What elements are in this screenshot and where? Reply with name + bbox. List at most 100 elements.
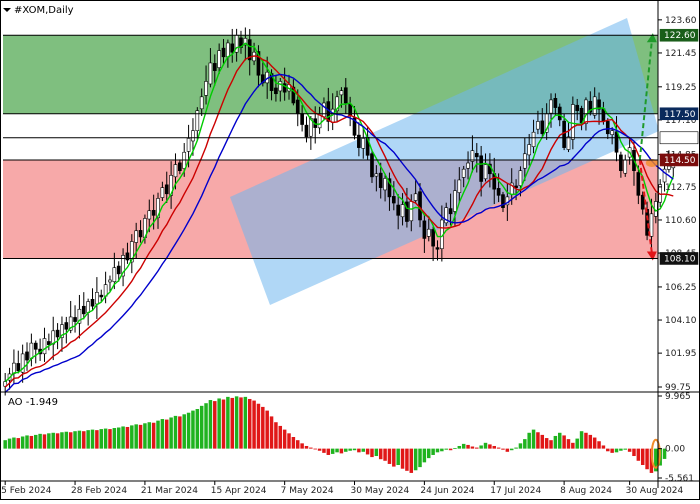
y-tick-label: 121.45	[665, 49, 697, 59]
ao-bar	[461, 443, 466, 449]
candle-body	[16, 363, 21, 372]
candle-body	[125, 252, 130, 261]
ao-bar	[282, 429, 287, 449]
ao-bar	[77, 430, 82, 449]
candle-body	[391, 196, 396, 204]
candle-body	[73, 317, 77, 322]
ao-bar	[440, 448, 444, 452]
ao-tick-label: -5.561	[665, 474, 694, 484]
candle-body	[247, 39, 252, 61]
candle-body	[522, 153, 527, 169]
ao-bar	[47, 433, 51, 449]
candle-body	[295, 99, 300, 115]
ao-bar	[143, 423, 147, 449]
candle-body	[527, 144, 532, 156]
x-tick-label: 7 May 2024	[281, 486, 334, 496]
ao-bar	[130, 425, 134, 449]
ao-bar	[654, 448, 658, 472]
ao-bar	[108, 429, 112, 449]
ao-bar	[34, 434, 38, 449]
ao-bar	[645, 448, 649, 470]
y-tick-label: 104.10	[665, 316, 697, 326]
candle-body	[413, 193, 418, 201]
ao-bar	[623, 448, 627, 450]
ao-bar	[466, 444, 470, 449]
level-label-115.94: 115.94	[664, 134, 696, 144]
candle-body	[400, 204, 405, 218]
ao-bar	[199, 405, 204, 449]
symbol-menu-icon[interactable]	[3, 8, 11, 12]
candle-body	[291, 86, 296, 104]
ao-bar	[553, 435, 558, 449]
ao-bar	[387, 448, 392, 464]
ao-bar	[601, 445, 606, 449]
x-tick-label: 5 Feb 2024	[1, 486, 52, 496]
candle-body	[77, 308, 82, 324]
candle-body	[640, 194, 645, 210]
ao-bar	[99, 429, 103, 449]
candle-body	[553, 98, 558, 108]
ao-bar	[475, 447, 479, 449]
ao-bar	[125, 426, 130, 449]
ao-bar	[300, 443, 304, 449]
candle-body	[461, 168, 466, 178]
ao-bar	[527, 432, 531, 449]
ao-bar	[217, 398, 221, 449]
candle-body	[230, 43, 235, 53]
ao-bar	[20, 436, 25, 449]
ao-bar	[252, 400, 256, 449]
candle-body	[496, 188, 501, 196]
x-tick-label: 24 Jun 2024	[420, 486, 474, 496]
ao-bar	[606, 448, 610, 452]
ao-bar	[566, 439, 571, 449]
ma_fast-line	[4, 42, 674, 383]
candle-body	[269, 73, 274, 91]
candle-body	[448, 208, 453, 215]
candle-body	[352, 117, 357, 136]
current-price-marker	[645, 158, 658, 167]
candle-body	[64, 322, 69, 330]
candle-body	[33, 342, 38, 350]
ao-bar	[571, 442, 575, 449]
ao-bar	[365, 448, 370, 455]
x-tick-label: 17 Jul 2024	[490, 486, 541, 496]
ma_slow-line	[4, 73, 674, 393]
ao-bar	[361, 448, 365, 452]
ao-bar	[335, 448, 339, 453]
ao-bar	[151, 422, 156, 449]
candle-body	[147, 210, 152, 220]
candle-body	[282, 83, 287, 93]
ao-bar	[357, 448, 361, 453]
ao-bar	[492, 445, 496, 449]
y-tick-label: 112.75	[665, 183, 697, 193]
ao-bar	[60, 432, 64, 449]
candle-body	[29, 342, 34, 359]
ao-bar	[68, 432, 73, 449]
ao-bar	[536, 432, 540, 449]
candle-body	[575, 104, 580, 111]
ao-bar	[173, 415, 178, 449]
ao-bar	[147, 422, 152, 449]
ao-bar	[444, 448, 448, 450]
level-tag-117.50	[659, 107, 699, 121]
ao-bar	[448, 448, 453, 451]
candle-body	[86, 301, 90, 313]
candle-body	[374, 173, 379, 177]
ao-bar	[269, 416, 274, 449]
candle-body	[435, 247, 440, 250]
candle-body	[409, 201, 414, 222]
candle-body	[42, 338, 47, 355]
candle-body	[453, 190, 457, 212]
x-tick-label: 30 May 2024	[351, 486, 410, 496]
ao-bar	[422, 448, 427, 463]
ao-bar	[208, 400, 213, 449]
ao-bar	[204, 403, 208, 449]
x-tick-label: 21 Mar 2024	[141, 486, 198, 496]
chart-title: #XOM,Daily	[14, 5, 74, 16]
candle-body	[531, 131, 536, 148]
ao-bar	[38, 433, 42, 449]
ao-bar	[662, 448, 667, 459]
ao-bar	[562, 435, 566, 449]
ao-bar	[55, 433, 60, 449]
